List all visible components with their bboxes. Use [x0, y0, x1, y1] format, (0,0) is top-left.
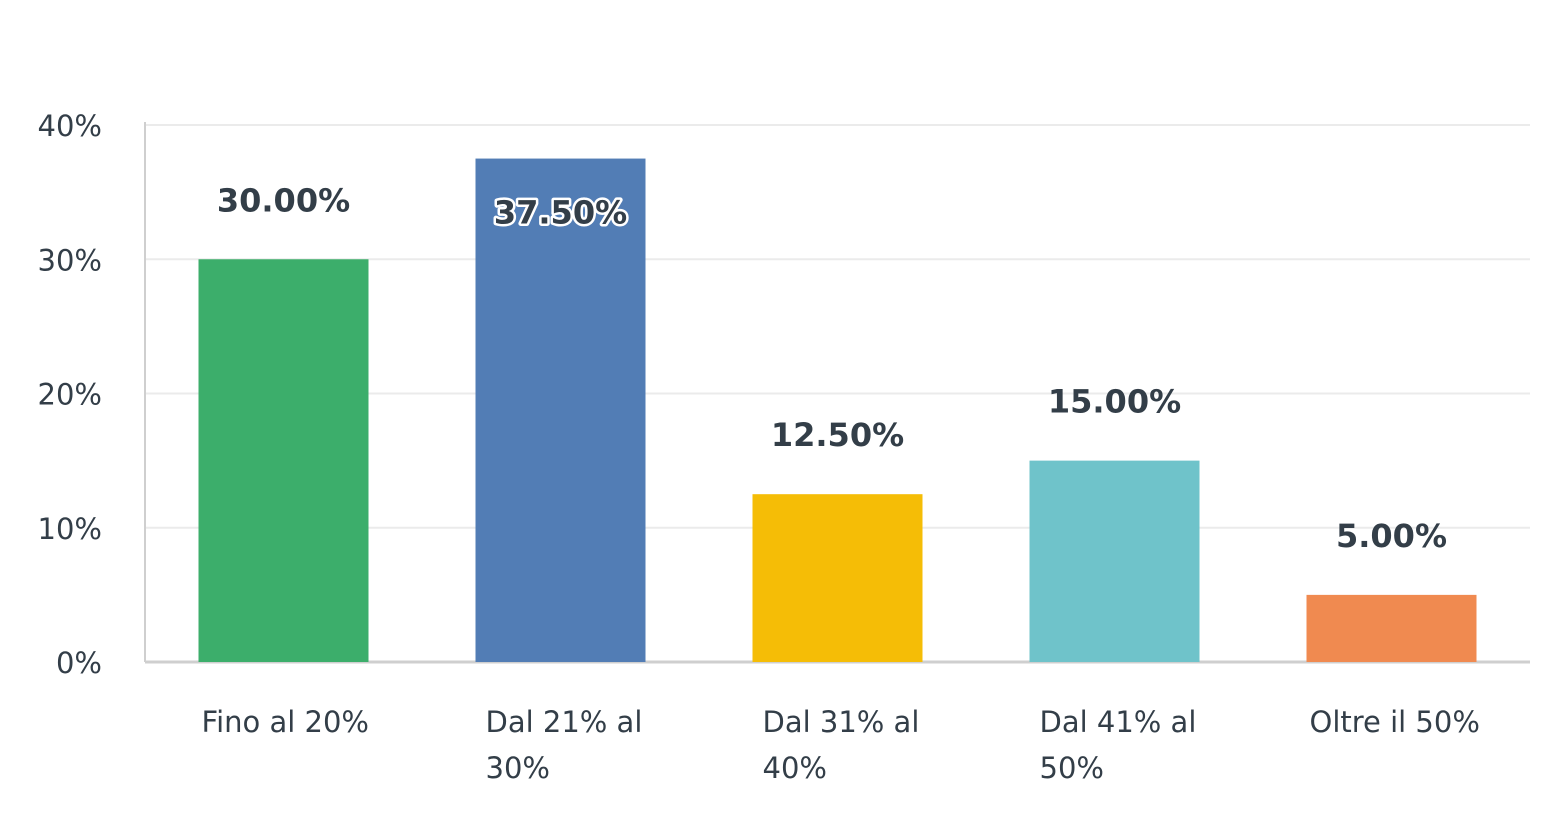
data-label: 30.00%: [217, 181, 350, 219]
x-tick-label: 30%: [486, 751, 550, 785]
y-tick-label: 30%: [38, 243, 102, 277]
x-tick-label: Oltre il 50%: [1310, 705, 1480, 739]
bar: [475, 158, 646, 662]
y-tick-label: 0%: [56, 646, 102, 680]
bar: [752, 494, 923, 662]
x-tick-label: Fino al 20%: [202, 705, 369, 739]
y-tick-label: 10%: [38, 512, 102, 546]
x-tick-label: Dal 21% al: [486, 705, 643, 739]
y-tick-label: 40%: [38, 109, 102, 143]
bar: [1306, 594, 1477, 662]
bar: [1029, 460, 1200, 662]
x-tick-label: 50%: [1040, 751, 1104, 785]
data-label: 37.50%: [494, 194, 627, 232]
x-tick-label: Dal 31% al: [763, 705, 920, 739]
data-label: 5.00%: [1336, 517, 1447, 555]
bar: [198, 259, 369, 662]
y-tick-label: 20%: [38, 378, 102, 412]
data-label: 12.50%: [771, 416, 904, 454]
data-label: 15.00%: [1048, 383, 1181, 421]
x-tick-label: 40%: [763, 751, 827, 785]
x-tick-label: Dal 41% al: [1040, 705, 1197, 739]
